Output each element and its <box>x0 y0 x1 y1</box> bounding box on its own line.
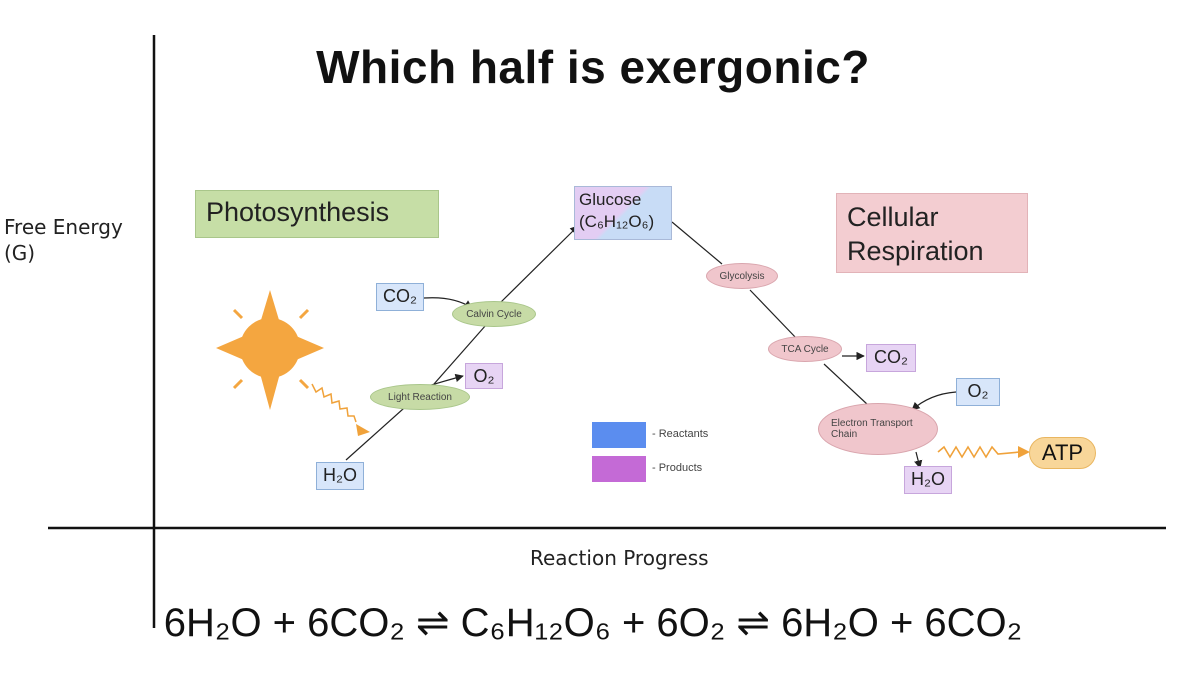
atp-badge: ATP <box>1029 437 1096 469</box>
glycolysis-ellipse: Glycolysis <box>706 263 778 289</box>
wavy-arrow-icon <box>311 383 357 423</box>
arrow-etc-to-h2o <box>914 451 923 469</box>
legend-reactant-label: - Reactants <box>652 428 709 440</box>
arrow-o2-to-etc <box>911 391 957 411</box>
x-axis-label: Reaction Progress <box>530 546 709 570</box>
co2-product-box: CO₂ <box>866 344 916 372</box>
co2-reactant-box: CO₂ <box>376 283 424 311</box>
path-light-to-calvin <box>433 324 487 385</box>
path-glucose-to-glycolysis <box>671 221 723 265</box>
path-calvin-to-glucose <box>499 225 579 304</box>
y-axis-label: Free Energy (G) <box>4 215 123 265</box>
h2o-reactant-box: H₂O <box>316 462 364 490</box>
o2-product-box: O₂ <box>465 363 503 389</box>
tca-cycle-ellipse: TCA Cycle <box>768 336 842 362</box>
h2o-product-box: H₂O <box>904 466 952 494</box>
legend-product-swatch <box>592 456 646 482</box>
sun-icon <box>216 290 324 410</box>
o2-reactant-box: O₂ <box>956 378 1000 406</box>
calvin-cycle-ellipse: Calvin Cycle <box>452 301 536 327</box>
legend-reactant-swatch <box>592 422 646 448</box>
path-glycolysis-to-tca <box>749 289 799 341</box>
wavy-arrow-icon <box>937 445 1021 459</box>
path-tca-to-etc <box>823 363 869 406</box>
photosynthesis-label: Photosynthesis <box>195 190 439 238</box>
glucose-box: Glucose (C₆H₁₂O₆) <box>574 186 672 240</box>
etc-ellipse: Electron Transport Chain <box>818 403 938 455</box>
respiration-label: Cellular Respiration <box>836 193 1028 273</box>
page-title: Which half is exergonic? <box>316 41 870 93</box>
light-reaction-ellipse: Light Reaction <box>370 384 470 410</box>
overall-equation: 6H₂O + 6CO₂ ⇌ C₆H₁₂O₆ + 6O₂ ⇌ 6H₂O + 6CO… <box>163 601 1023 645</box>
legend-product-label: - Products <box>652 462 703 474</box>
